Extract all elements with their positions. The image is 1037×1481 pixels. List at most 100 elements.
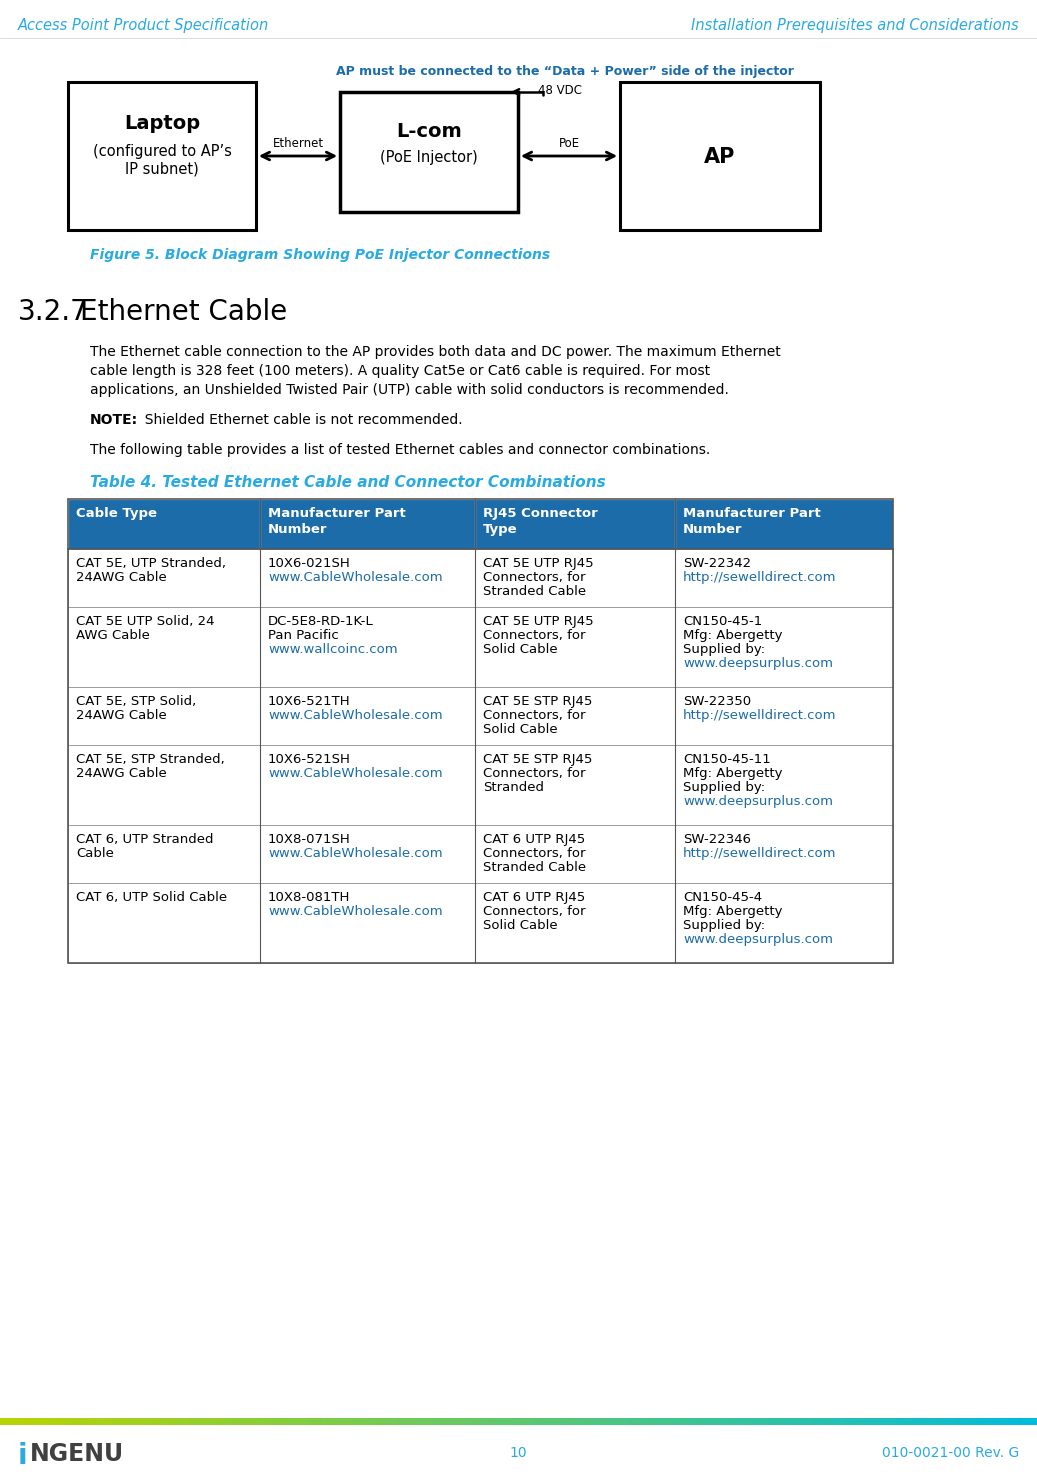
Bar — [792, 1417, 794, 1425]
Bar — [162, 1417, 164, 1425]
Bar — [1006, 1417, 1008, 1425]
Bar — [257, 1417, 259, 1425]
Text: DC-5E8-RD-1K-L: DC-5E8-RD-1K-L — [268, 615, 373, 628]
Bar — [284, 1417, 286, 1425]
Bar — [583, 1417, 585, 1425]
Bar — [628, 1417, 630, 1425]
Bar — [1022, 1417, 1025, 1425]
Bar — [790, 1417, 792, 1425]
Bar — [199, 1417, 201, 1425]
Bar — [431, 1417, 433, 1425]
Bar — [726, 1417, 728, 1425]
Bar — [975, 1417, 977, 1425]
Text: Number: Number — [268, 523, 328, 536]
Bar — [987, 1417, 989, 1425]
Bar — [684, 1417, 686, 1425]
Bar — [31, 1417, 33, 1425]
Bar — [952, 1417, 954, 1425]
Bar — [765, 1417, 767, 1425]
Text: Figure 5. Block Diagram Showing PoE Injector Connections: Figure 5. Block Diagram Showing PoE Inje… — [90, 247, 550, 262]
Bar — [996, 1417, 998, 1425]
Bar — [187, 1417, 189, 1425]
Bar — [867, 1417, 869, 1425]
Bar — [137, 1417, 139, 1425]
Bar — [295, 1417, 297, 1425]
Bar — [678, 1417, 680, 1425]
Bar — [508, 1417, 510, 1425]
Bar — [552, 1417, 554, 1425]
Bar — [135, 1417, 137, 1425]
Bar — [960, 1417, 962, 1425]
Bar — [844, 1417, 846, 1425]
Bar — [373, 1417, 375, 1425]
Bar — [761, 1417, 763, 1425]
Bar — [622, 1417, 624, 1425]
Bar — [68, 499, 260, 549]
Bar — [794, 1417, 796, 1425]
Bar — [510, 1417, 512, 1425]
Bar — [601, 1417, 604, 1425]
Bar — [670, 1417, 672, 1425]
Bar — [326, 1417, 328, 1425]
Text: Cable: Cable — [76, 847, 114, 860]
Bar — [427, 1417, 429, 1425]
Bar — [33, 1417, 35, 1425]
Bar — [2, 1417, 4, 1425]
Bar — [801, 1417, 803, 1425]
Bar — [8, 1417, 10, 1425]
Text: Supplied by:: Supplied by: — [683, 920, 765, 932]
Bar — [133, 1417, 135, 1425]
Bar — [691, 1417, 693, 1425]
Bar — [398, 1417, 400, 1425]
Bar — [1018, 1417, 1020, 1425]
Bar — [633, 1417, 635, 1425]
Bar — [913, 1417, 915, 1425]
Text: The Ethernet cable connection to the AP provides both data and DC power. The max: The Ethernet cable connection to the AP … — [90, 345, 781, 358]
Bar — [25, 1417, 27, 1425]
Bar — [394, 1417, 396, 1425]
Bar — [390, 1417, 392, 1425]
Bar — [68, 883, 260, 963]
Bar — [384, 1417, 386, 1425]
Bar — [873, 1417, 875, 1425]
Bar — [164, 1417, 166, 1425]
Bar — [71, 1417, 73, 1425]
Bar — [475, 607, 675, 687]
Bar — [68, 499, 260, 549]
Bar — [612, 1417, 614, 1425]
Text: CAT 5E, STP Stranded,: CAT 5E, STP Stranded, — [76, 752, 225, 766]
Bar — [1000, 1417, 1002, 1425]
Text: Mfg: Abergetty: Mfg: Abergetty — [683, 905, 783, 918]
Bar — [102, 1417, 104, 1425]
Text: NOTE:: NOTE: — [90, 413, 138, 427]
Bar — [910, 1417, 913, 1425]
Bar — [489, 1417, 492, 1425]
Bar — [593, 1417, 595, 1425]
Bar — [991, 1417, 993, 1425]
Bar — [280, 1417, 282, 1425]
Bar — [548, 1417, 550, 1425]
Bar — [382, 1417, 384, 1425]
Bar — [305, 1417, 307, 1425]
Bar — [274, 1417, 276, 1425]
Bar — [780, 1417, 782, 1425]
Text: (configured to AP’s: (configured to AP’s — [92, 144, 231, 158]
Bar — [1029, 1417, 1031, 1425]
Bar — [216, 1417, 218, 1425]
Bar — [1020, 1417, 1022, 1425]
Text: www.CableWholesale.com: www.CableWholesale.com — [268, 847, 443, 860]
Bar — [446, 1417, 448, 1425]
Bar — [539, 1417, 541, 1425]
Bar — [697, 1417, 699, 1425]
Text: 3.2.7: 3.2.7 — [18, 298, 89, 326]
Bar — [732, 1417, 734, 1425]
Bar — [191, 1417, 193, 1425]
Bar — [599, 1417, 601, 1425]
Bar — [149, 1417, 151, 1425]
Bar — [842, 1417, 844, 1425]
Bar — [205, 1417, 207, 1425]
Bar — [21, 1417, 23, 1425]
Text: www.CableWholesale.com: www.CableWholesale.com — [268, 572, 443, 584]
Bar — [230, 1417, 232, 1425]
Bar — [475, 883, 675, 963]
